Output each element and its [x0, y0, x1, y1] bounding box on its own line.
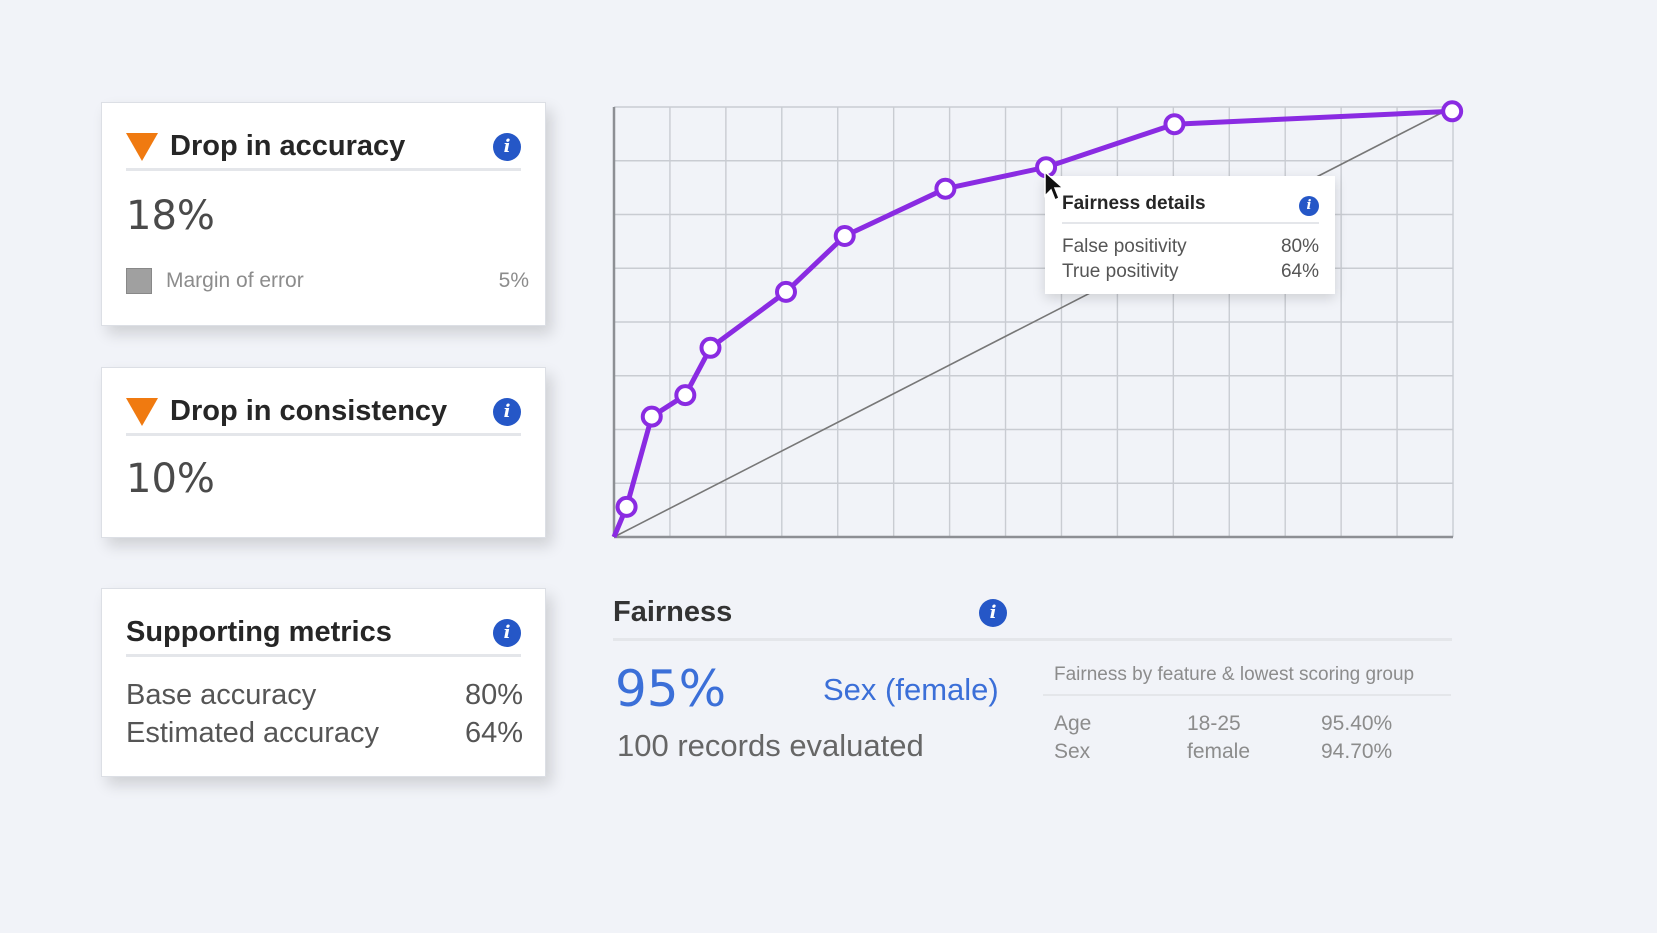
false-positivity-row: False positivity 80% — [1062, 236, 1319, 258]
accuracy-drop-value: 18% — [126, 193, 215, 239]
drop-in-consistency-card: Drop in consistency i 10% — [101, 367, 546, 538]
tooltip-value: 80% — [1280, 236, 1319, 257]
estimated-accuracy-row: Estimated accuracy 64% — [126, 717, 523, 750]
curve-point[interactable] — [699, 336, 722, 359]
metric-label: Estimated accuracy — [126, 717, 380, 749]
curve-points[interactable] — [615, 100, 1464, 518]
feature-group: female — [1187, 740, 1251, 763]
feature-score: 94.70% — [1321, 740, 1393, 763]
feature-name: Sex — [1054, 740, 1091, 763]
card-title: Supporting metrics — [126, 616, 392, 648]
fairness-by-feature-divider — [1043, 694, 1451, 696]
margin-value: 5% — [498, 269, 529, 292]
fairness-details-tooltip: Fairness details i False positivity 80% … — [1045, 176, 1335, 294]
info-icon[interactable]: i — [493, 398, 521, 426]
info-icon[interactable]: i — [1299, 196, 1319, 216]
fairness-title: Fairness — [613, 596, 733, 628]
card-header: Supporting metrics i — [126, 611, 521, 657]
fairness-divider — [613, 638, 1452, 641]
warning-triangle-icon — [126, 132, 158, 161]
margin-of-error-row: Margin of error 5% — [126, 268, 529, 294]
card-title: Drop in consistency — [170, 395, 448, 427]
card-header: Drop in accuracy i — [126, 125, 521, 171]
records-evaluated: 100 records evaluated — [617, 728, 924, 763]
tooltip-label: False positivity — [1062, 236, 1187, 257]
curve-point[interactable] — [640, 405, 663, 428]
drop-in-accuracy-card: Drop in accuracy i 18% Margin of error 5… — [101, 102, 546, 326]
fairness-score: 95% — [615, 660, 727, 718]
tooltip-divider — [1062, 222, 1319, 224]
feature-score: 95.40% — [1321, 712, 1393, 735]
base-accuracy-row: Base accuracy 80% — [126, 679, 523, 712]
supporting-metrics-card: Supporting metrics i Base accuracy 80% E… — [101, 588, 546, 777]
feature-name: Age — [1054, 712, 1092, 735]
tooltip-title: Fairness details — [1062, 193, 1206, 214]
tooltip-label: True positivity — [1062, 261, 1179, 282]
card-header: Drop in consistency i — [126, 390, 521, 436]
fairness-group: Sex (female) — [823, 672, 999, 707]
metric-label: Base accuracy — [126, 679, 317, 711]
curve-point[interactable] — [1163, 113, 1186, 136]
margin-label: Margin of error — [166, 269, 304, 292]
info-icon[interactable]: i — [493, 133, 521, 161]
metric-value: 80% — [464, 679, 523, 711]
curve-point[interactable] — [934, 177, 957, 200]
curve-point[interactable] — [615, 495, 638, 518]
warning-triangle-icon — [126, 397, 158, 426]
mouse-cursor-icon — [1044, 170, 1065, 202]
curve-point[interactable] — [774, 280, 797, 303]
curve-point[interactable] — [1441, 100, 1464, 123]
fairness-by-feature-title: Fairness by feature & lowest scoring gro… — [1054, 664, 1415, 685]
info-icon[interactable]: i — [979, 599, 1007, 627]
tooltip-value: 64% — [1280, 261, 1319, 282]
info-icon[interactable]: i — [493, 619, 521, 647]
feature-group: 18-25 — [1187, 712, 1241, 735]
chart-axes — [612, 107, 1453, 539]
metric-value: 64% — [464, 717, 523, 749]
curve-point[interactable] — [833, 225, 856, 247]
consistency-drop-value: 10% — [126, 456, 215, 502]
true-positivity-row: True positivity 64% — [1062, 261, 1319, 283]
card-title: Drop in accuracy — [170, 130, 406, 162]
curve-point[interactable] — [674, 384, 697, 407]
margin-swatch — [126, 268, 152, 294]
